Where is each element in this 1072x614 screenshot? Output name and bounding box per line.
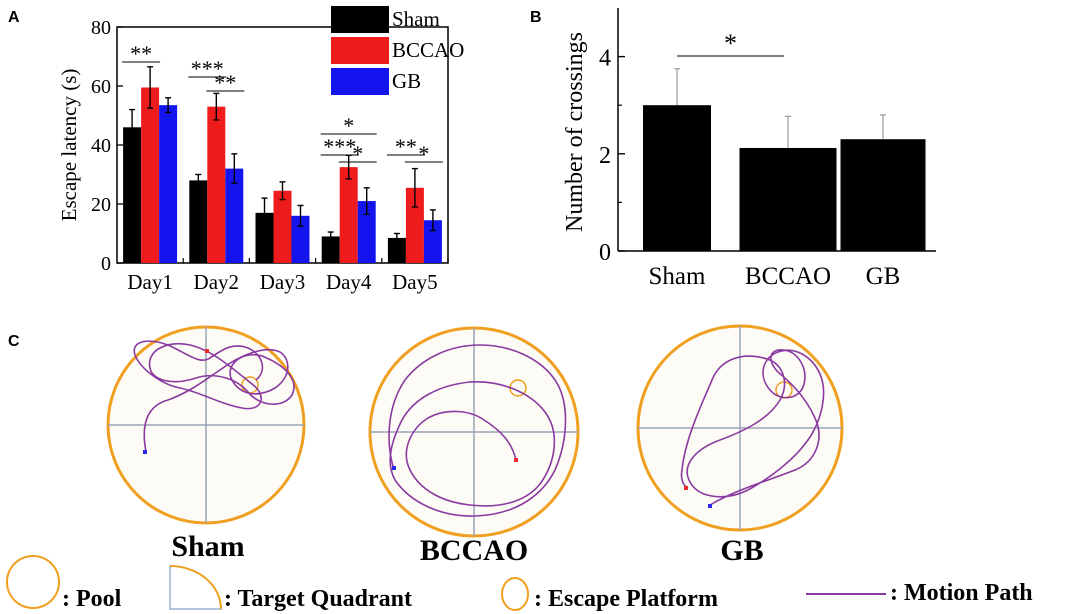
legend-motion-path-label: : Motion Path [890, 580, 1033, 606]
chart-a-bar-bccao [207, 106, 226, 264]
legend-pool-label: : Pool [62, 586, 122, 612]
chart-a-significance-label: ** [214, 70, 236, 95]
end-marker-sham [205, 349, 209, 353]
chart-a-significance-label: ** [130, 41, 152, 66]
pool-sham: Sham [106, 325, 306, 563]
legend-pool-icon [6, 555, 60, 609]
chart-a-legend-swatch-bccao [331, 37, 389, 64]
chart-a-significance-label: ** [395, 134, 417, 159]
chart-a-bar-gb [357, 201, 376, 263]
chart-a-bar-gb [225, 168, 244, 263]
chart-a-x-tick-label: Day2 [194, 270, 240, 294]
chart-a-significance-label: * [418, 141, 429, 166]
chart-a-bar-bccao [405, 187, 424, 263]
chart-a-bar-sham [123, 127, 142, 263]
pool-gb: GB [636, 324, 844, 567]
chart-b-y-tick-label: 0 [599, 240, 611, 266]
chart-a-bar-gb [423, 220, 442, 263]
chart-b-x-tick-label: GB [866, 263, 901, 290]
chart-a-legend-label-sham: Sham [392, 7, 440, 31]
start-marker-bccao [392, 466, 396, 470]
chart-a-bar-sham [387, 237, 406, 263]
chart-b-y-axis-label: Number of crossings [562, 32, 588, 232]
panel-c-pools: Sham BCCAO GB [106, 324, 844, 567]
chart-a-bar-sham [321, 236, 340, 263]
chart-a-x-tick-label: Day3 [260, 270, 306, 294]
panel-label-b: B [530, 9, 542, 26]
chart-b-bar [739, 147, 837, 251]
legend-escape-platform-label: : Escape Platform [534, 586, 718, 612]
pool-label-bccao: BCCAO [420, 534, 528, 567]
chart-a-legend-label-gb: GB [392, 69, 421, 93]
pool-label-sham: Sham [171, 530, 244, 563]
chart-a: Escape latency (s) 0 20 40 60 80 Day1 Day2 Day3… [57, 6, 464, 294]
chart-a-bar-gb [159, 105, 178, 263]
chart-a-bar-sham [189, 180, 208, 263]
chart-a-bar-bccao [141, 87, 160, 263]
chart-a-y-tick-label: 40 [91, 135, 111, 157]
chart-a-bar-sham [255, 212, 274, 263]
end-marker-gb [684, 486, 688, 490]
chart-a-legend-label-bccao: BCCAO [392, 38, 464, 62]
chart-a-bar-gb [291, 215, 310, 263]
start-marker-sham [143, 450, 147, 454]
legend-target-quadrant-arc [169, 565, 222, 610]
chart-b-bar [840, 139, 926, 251]
panel-label-a: A [8, 9, 20, 26]
chart-a-y-tick-label: 80 [91, 17, 111, 39]
chart-b-x-tick-label: Sham [649, 263, 707, 290]
pool-label-gb: GB [720, 534, 763, 567]
chart-a-y-tick-label: 20 [91, 194, 111, 216]
chart-a-legend-swatch-sham [331, 6, 389, 33]
chart-b-y-tick-label: 4 [599, 46, 611, 72]
pool-bccao: BCCAO [368, 326, 580, 567]
end-marker-bccao [514, 458, 518, 462]
chart-a-y-tick-label: 0 [101, 253, 111, 275]
start-marker-gb [708, 504, 712, 508]
chart-a-y-tick-label: 60 [91, 76, 111, 98]
chart-a-significance-label: * [343, 113, 354, 138]
chart-b: Number of crossings 0 2 4 Sham BCCAO GB * [562, 8, 936, 290]
chart-b-x-tick-label: BCCAO [745, 263, 831, 290]
chart-a-significance-label: * [352, 141, 363, 166]
chart-a-legend-swatch-gb [331, 68, 389, 95]
chart-a-significance-label: *** [323, 134, 356, 159]
chart-a-bar-bccao [273, 190, 292, 263]
chart-b-significance-label: * [724, 29, 737, 58]
legend-escape-platform-icon [501, 577, 529, 611]
chart-a-x-tick-label: Day1 [127, 270, 173, 294]
panel-c-legend: : Pool : Target Quadrant : Escape Platfo… [6, 555, 1033, 612]
chart-b-bar [643, 105, 711, 251]
motion-path-sham [133, 340, 295, 453]
panel-label-c: C [8, 333, 20, 350]
chart-a-significance-label: *** [191, 56, 224, 81]
chart-a-x-tick-label: Day4 [326, 270, 372, 294]
chart-b-y-tick-label: 2 [599, 143, 611, 169]
motion-path-bccao [388, 344, 567, 517]
legend-target-quadrant-label: : Target Quadrant [224, 586, 412, 612]
chart-a-bar-bccao [339, 167, 358, 263]
chart-a-y-axis-label: Escape latency (s) [57, 69, 81, 222]
motion-path-gb [680, 349, 825, 506]
chart-a-x-tick-label: Day5 [392, 270, 438, 294]
